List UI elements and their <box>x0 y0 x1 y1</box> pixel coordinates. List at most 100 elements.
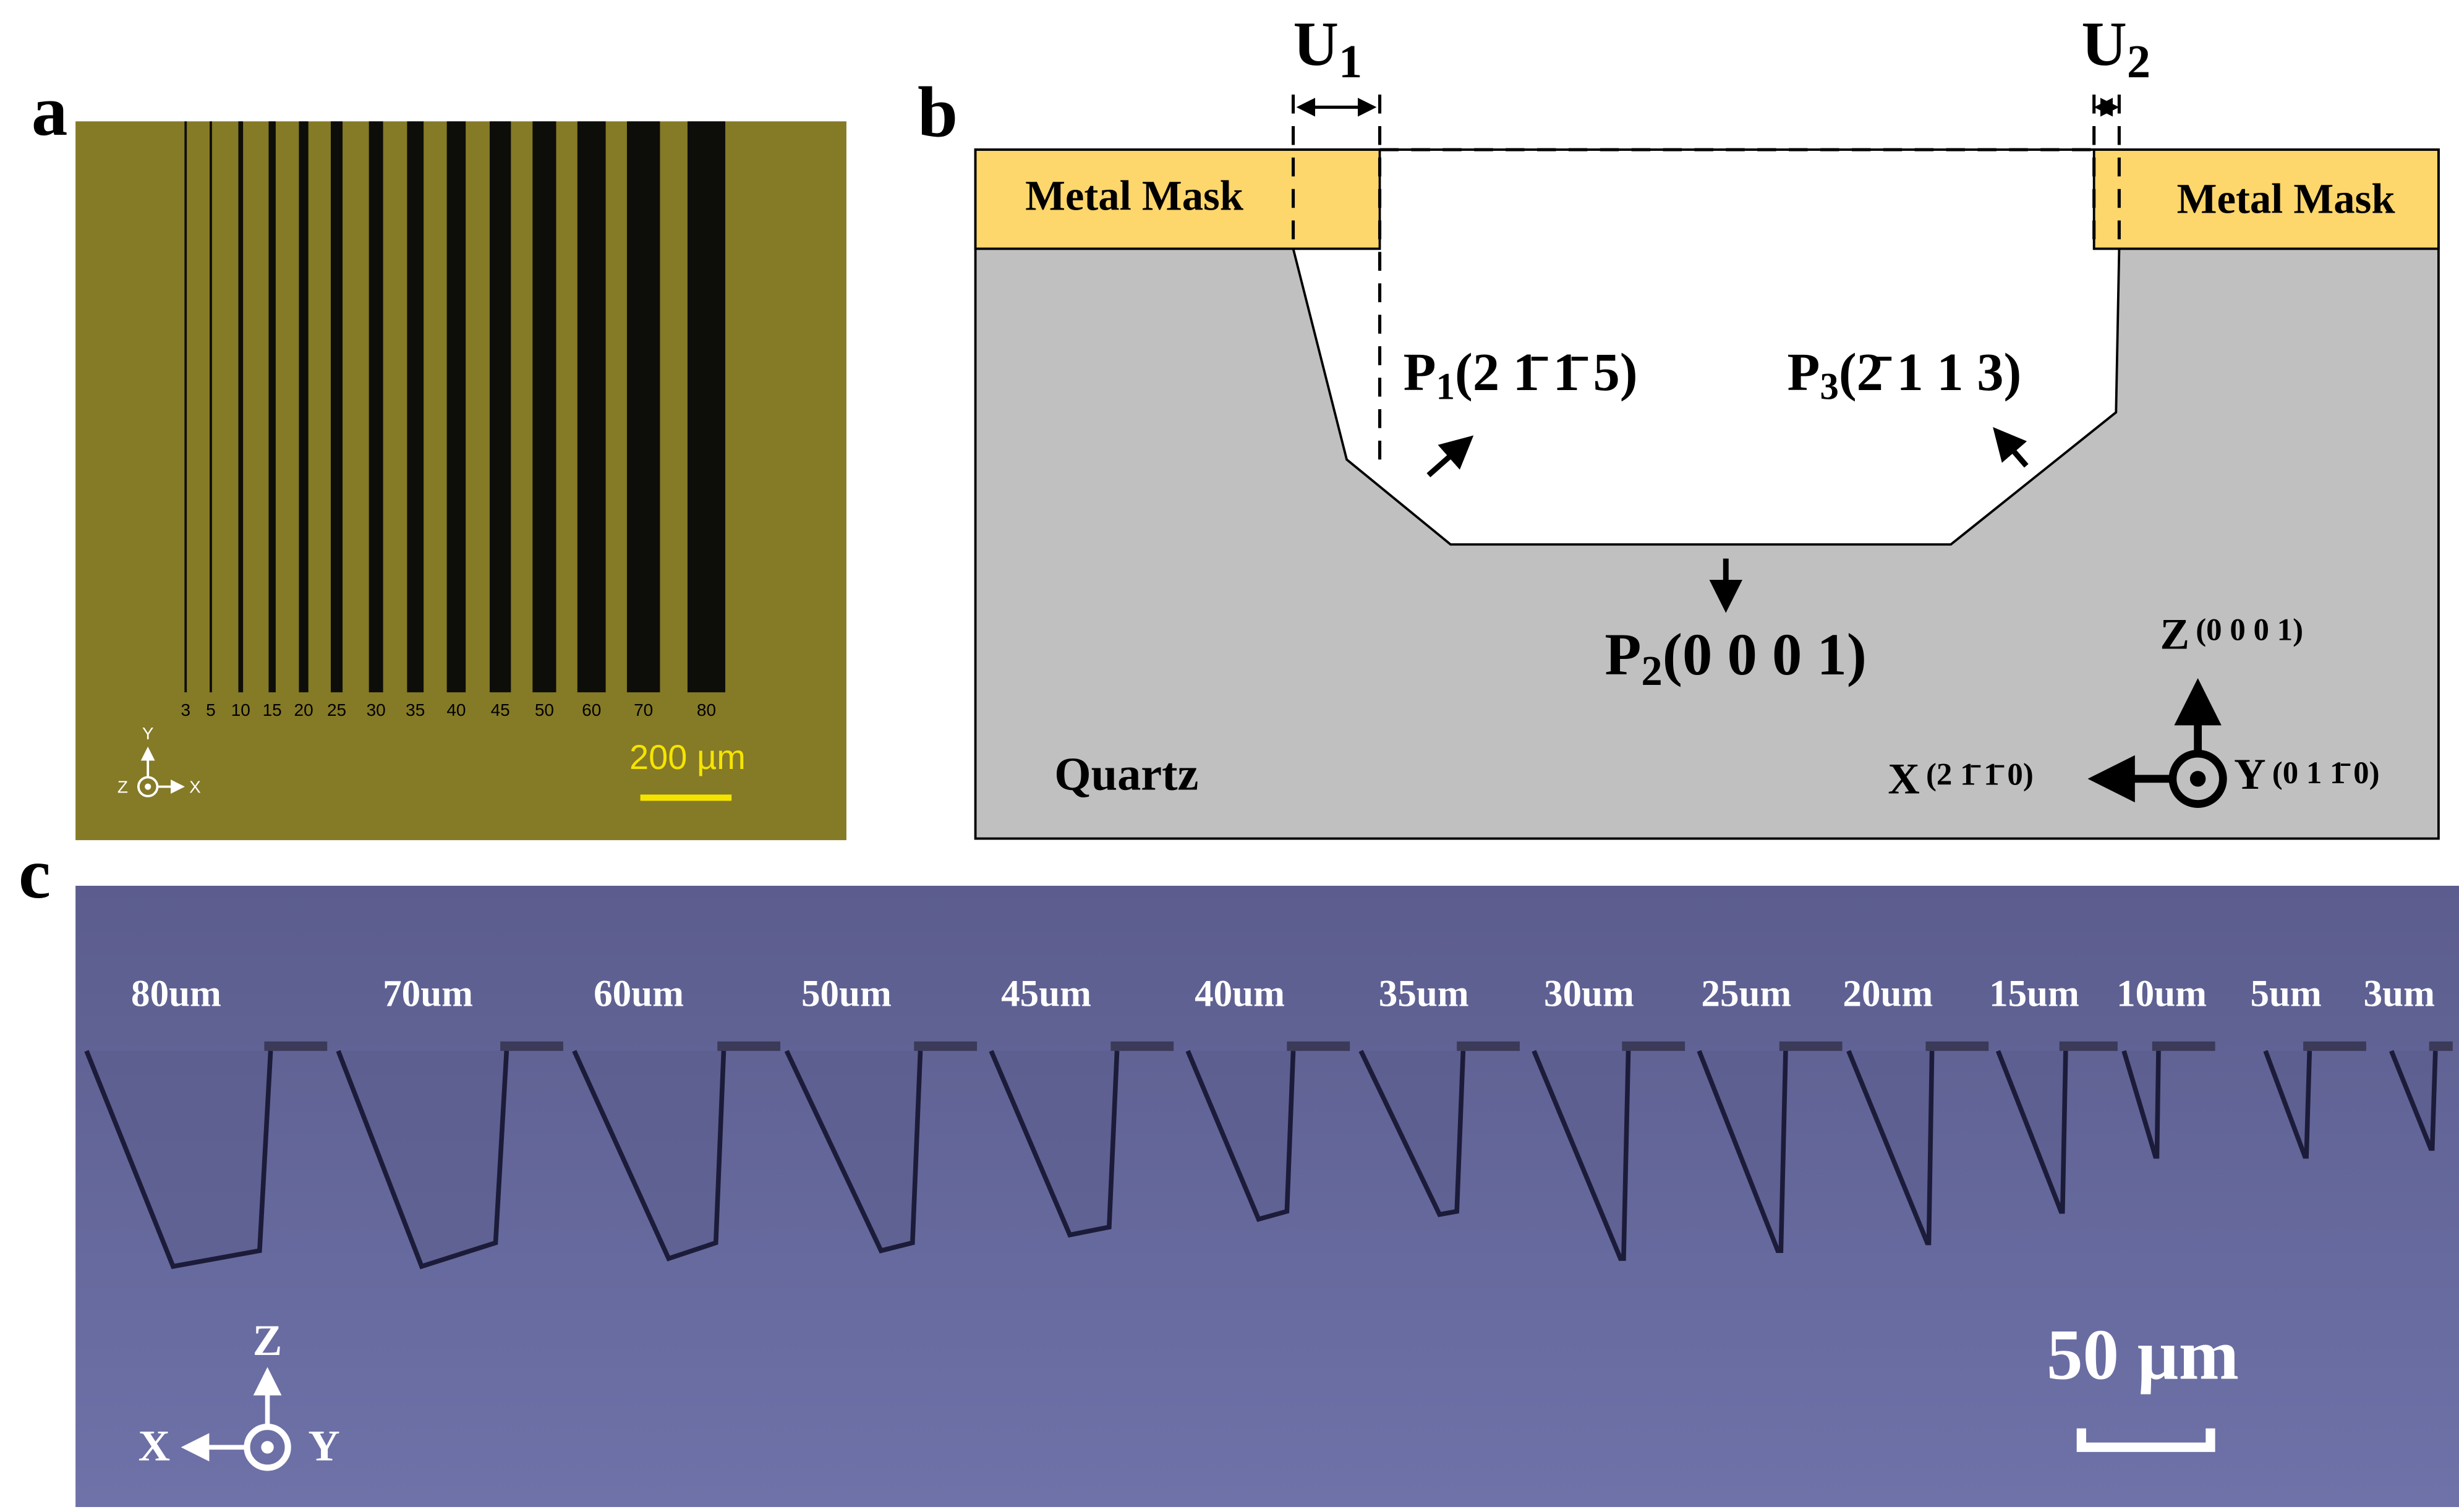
line-width-label: 60 <box>582 700 601 720</box>
axis-label: Z <box>253 1317 283 1365</box>
mask-remnant <box>1925 1041 1989 1051</box>
line-width-label: 10 <box>231 700 250 720</box>
mask-remnant <box>2059 1041 2118 1051</box>
axis-label: X (2 1̄ 1̄ 0) <box>1888 755 2033 804</box>
plane-label: P2(0 0 0 1) <box>1605 621 1867 694</box>
trench-width-label: 15um <box>1989 974 2079 1015</box>
trench-width-label: 60um <box>594 974 684 1015</box>
mask-remnant <box>2303 1041 2366 1051</box>
symbol: U <box>2081 9 2127 79</box>
trench-width-label: 35um <box>1379 974 1469 1015</box>
trench-profile <box>1846 1050 1935 1246</box>
trench-width-label: 40um <box>1195 974 1285 1015</box>
subscript: 2 <box>1641 647 1662 694</box>
mask-remnant <box>914 1041 978 1051</box>
panel-label: a <box>32 71 68 151</box>
subscript: 1 <box>1339 35 1362 88</box>
trench-profiles: 80um 70um 60um 50um 45um 40um 35um 30um 25um 20um… <box>84 974 2453 1270</box>
pattern-line <box>446 121 466 692</box>
pattern-line <box>210 121 212 692</box>
line-width-label: 35 <box>406 700 425 720</box>
mask-remnant <box>2152 1041 2215 1051</box>
axis-label: X <box>139 1422 170 1471</box>
panel-label: c <box>19 834 51 914</box>
plane-index: (2 1̄ 1̄ 5) <box>1455 342 1638 402</box>
mask-remnant <box>1779 1041 1843 1051</box>
symbol: P <box>1404 342 1436 402</box>
panel-label: b <box>918 73 958 153</box>
subscript: 3 <box>1820 366 1839 407</box>
axis-name: Y <box>2234 750 2265 799</box>
axis-label: Y <box>308 1422 339 1471</box>
trench-width-label: 80um <box>131 974 221 1015</box>
line-width-label: 25 <box>327 700 346 720</box>
pattern-line <box>577 121 606 692</box>
line-width-label: 70 <box>634 700 653 720</box>
axis-circle <box>2168 749 2227 808</box>
mask-remnant <box>2429 1041 2453 1051</box>
scale-bar <box>2076 1428 2215 1452</box>
axis-direction: (0 1 1̄ 0) <box>2272 755 2380 790</box>
trench-profile <box>1697 1050 1788 1254</box>
axis-dot <box>145 783 151 790</box>
trench-width-label: 10um <box>2116 974 2207 1015</box>
axis-label: Z <box>117 778 128 797</box>
trench-width-label: 45um <box>1001 974 1091 1015</box>
symbol: P <box>1788 342 1820 402</box>
trench-profile <box>1185 1050 1296 1222</box>
mask-remnant <box>1622 1041 1686 1051</box>
pattern-line <box>330 121 343 692</box>
scale-bar-label: 200 µm <box>629 737 746 776</box>
line-width-label: 20 <box>294 700 313 720</box>
trench-width-label: 5um <box>2250 974 2321 1015</box>
mask-remnant <box>1110 1041 1174 1051</box>
plane-index: (2̄ 1 1 3) <box>1839 342 2022 402</box>
line-pattern: 3 5 10 15 20 25 30 35 40 45 50 60 70 80 <box>181 121 725 720</box>
trench-profile <box>1995 1050 2068 1214</box>
plane-label: P1(2 1̄ 1̄ 5) <box>1404 342 1638 408</box>
pattern-line <box>626 121 660 692</box>
trench-width-label: 70um <box>383 974 473 1015</box>
pattern-line <box>184 121 187 692</box>
axis-label: Y <box>142 724 154 743</box>
pattern-line <box>369 121 383 692</box>
undercut-label: U2 <box>2081 9 2150 88</box>
axis-dot <box>2189 771 2206 787</box>
trench-width-label: 25um <box>1701 974 1791 1015</box>
axis-name: Z <box>2160 611 2190 659</box>
line-width-label: 45 <box>491 700 510 720</box>
subscript: 2 <box>2127 35 2150 88</box>
substrate-label: Quartz <box>1054 747 1198 800</box>
mask-remnant <box>717 1041 781 1051</box>
trench-profile <box>1358 1050 1466 1217</box>
line-width-label: 80 <box>697 700 716 720</box>
trench-profile <box>989 1050 1120 1238</box>
axis-circle <box>244 1424 291 1471</box>
subscript: 1 <box>1436 366 1455 407</box>
mask-label: Metal Mask <box>1025 172 1244 219</box>
normal-arrow <box>1993 427 2029 468</box>
pattern-line <box>489 121 511 692</box>
pattern-line <box>687 121 725 692</box>
trench-profile <box>84 1050 273 1269</box>
undercut-label: U1 <box>1293 9 1363 88</box>
trench-profile <box>1532 1050 1631 1261</box>
axis-label: Z (0 0 0 1) <box>2160 611 2303 659</box>
mask-remnant <box>1287 1041 1350 1051</box>
pattern-line <box>532 121 556 692</box>
line-width-label: 15 <box>263 700 282 720</box>
plane-index: (0 0 0 1) <box>1663 621 1867 687</box>
trench-profile <box>2389 1050 2438 1151</box>
plane-label: P3(2̄ 1 1 3) <box>1788 342 2022 408</box>
normal-arrow <box>1426 435 1474 478</box>
axis-name: X <box>1888 755 1919 804</box>
axis-direction: (2 1̄ 1̄ 0) <box>1926 757 2034 792</box>
trench-width-label: 50um <box>801 974 892 1015</box>
axis-dot <box>261 1441 274 1454</box>
symbol: U <box>1293 9 1339 79</box>
axis-direction: (0 0 0 1) <box>2196 613 2303 647</box>
axis-label: Y (0 1 1̄ 0) <box>2234 750 2379 799</box>
trench-profile <box>336 1050 509 1270</box>
